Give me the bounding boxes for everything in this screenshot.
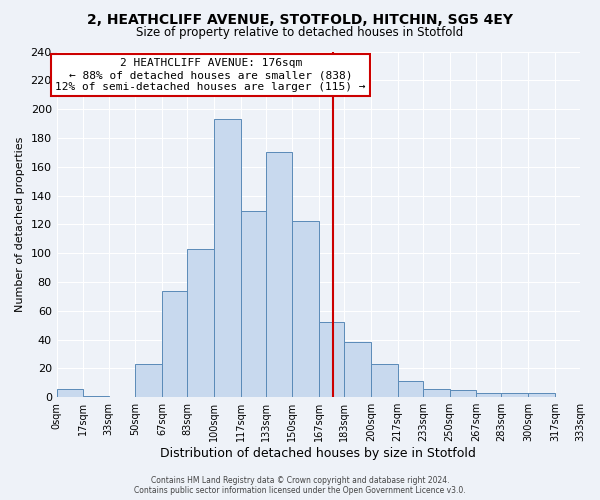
Bar: [319, 322, 344, 397]
Text: Size of property relative to detached houses in Stotfold: Size of property relative to detached ho…: [136, 26, 464, 39]
Bar: [56, 388, 83, 397]
Bar: [135, 364, 162, 397]
Bar: [371, 364, 398, 397]
Bar: [187, 249, 214, 397]
Bar: [476, 393, 502, 397]
Y-axis label: Number of detached properties: Number of detached properties: [15, 136, 25, 312]
X-axis label: Distribution of detached houses by size in Stotfold: Distribution of detached houses by size …: [160, 447, 476, 460]
Bar: [241, 212, 266, 397]
Bar: [344, 342, 371, 397]
Bar: [292, 222, 319, 397]
Bar: [502, 393, 528, 397]
Text: 2, HEATHCLIFF AVENUE, STOTFOLD, HITCHIN, SG5 4EY: 2, HEATHCLIFF AVENUE, STOTFOLD, HITCHIN,…: [87, 12, 513, 26]
Text: 2 HEATHCLIFF AVENUE: 176sqm
← 88% of detached houses are smaller (838)
12% of se: 2 HEATHCLIFF AVENUE: 176sqm ← 88% of det…: [55, 58, 366, 92]
Text: Contains HM Land Registry data © Crown copyright and database right 2024.
Contai: Contains HM Land Registry data © Crown c…: [134, 476, 466, 495]
Bar: [83, 396, 109, 397]
Bar: [162, 290, 187, 397]
Bar: [528, 393, 555, 397]
Bar: [423, 388, 449, 397]
Bar: [398, 382, 423, 397]
Bar: [266, 152, 292, 397]
Bar: [214, 119, 241, 397]
Bar: [449, 390, 476, 397]
